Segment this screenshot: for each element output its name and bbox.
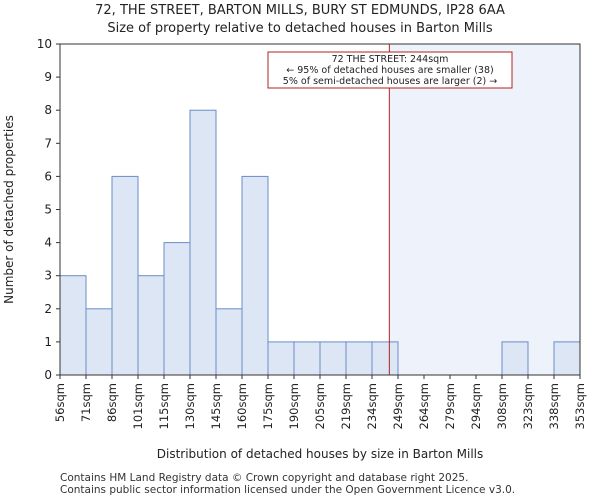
x-tick-label: 234sqm [365, 383, 379, 429]
x-tick-label: 175sqm [261, 383, 275, 429]
bar-219sqm [345, 341, 373, 376]
footer-line2: Contains public sector information licen… [60, 484, 516, 496]
bar-338sqm [553, 341, 581, 376]
x-tick-label: 145sqm [209, 383, 223, 429]
bar-145sqm [215, 308, 243, 376]
annotation-line3: 5% of semi-detached houses are larger (2… [283, 76, 497, 87]
bar-130sqm [189, 109, 217, 376]
bar-56sqm [59, 275, 87, 376]
x-tick-label: 101sqm [131, 383, 145, 429]
x-tick-label: 308sqm [495, 383, 509, 429]
x-tick-label: 56sqm [53, 383, 67, 422]
x-tick-label: 115sqm [157, 383, 171, 429]
right-shaded-region [389, 44, 580, 375]
footer-line1: Contains HM Land Registry data © Crown c… [60, 472, 469, 484]
x-tick-label: 323sqm [521, 383, 535, 429]
x-tick-label: 71sqm [79, 383, 93, 422]
bar-71sqm [85, 308, 113, 376]
bar-190sqm [293, 341, 321, 376]
y-tick-label: 4 [44, 236, 52, 250]
chart-title-line2: Size of property relative to detached ho… [107, 21, 493, 36]
x-tick-label: 219sqm [339, 383, 353, 429]
chart-title-line1: 72, THE STREET, BARTON MILLS, BURY ST ED… [95, 3, 505, 18]
footer: Contains HM Land Registry data © Crown c… [60, 472, 515, 496]
x-tick-label: 353sqm [573, 383, 587, 429]
x-tick-label: 130sqm [183, 383, 197, 429]
bar-86sqm [111, 175, 139, 376]
y-tick-label: 7 [44, 136, 52, 150]
y-tick-label: 10 [37, 37, 52, 51]
y-tick-label: 9 [44, 70, 52, 84]
plot-frame [59, 43, 581, 376]
x-tick-label: 249sqm [391, 383, 405, 429]
x-tick-label: 160sqm [235, 383, 249, 429]
x-axis-label: Distribution of detached houses by size … [157, 447, 484, 461]
bar-234sqm [371, 341, 399, 376]
bar-115sqm [163, 242, 191, 376]
bar-205sqm [319, 341, 347, 376]
x-ticks-group: 56sqm 71sqm 86sqm 101sqm 115sqm 130sqm 145sqm 1… [53, 375, 587, 429]
annotation-line2: ← 95% of detached houses are smaller (38… [286, 65, 493, 76]
y-axis-label: Number of detached properties [2, 115, 16, 304]
bar-308sqm [501, 341, 529, 376]
x-tick-label: 86sqm [105, 383, 119, 422]
x-tick-label: 264sqm [417, 383, 431, 429]
bars-group [59, 109, 581, 376]
x-tick-label: 294sqm [469, 383, 483, 429]
y-tick-label: 2 [44, 302, 52, 316]
y-tick-label: 0 [44, 368, 52, 382]
x-tick-label: 190sqm [287, 383, 301, 429]
x-tick-label: 279sqm [443, 383, 457, 429]
y-tick-label: 3 [44, 269, 52, 283]
annotation-box [267, 51, 513, 89]
y-tick-label: 5 [44, 203, 52, 217]
annotation-line1: 72 THE STREET: 244sqm [332, 54, 449, 65]
x-tick-label: 338sqm [547, 383, 561, 429]
y-ticks-group: 0 1 2 3 4 5 6 7 8 9 10 [37, 37, 60, 382]
bar-175sqm [267, 341, 295, 376]
bar-160sqm [241, 175, 269, 376]
x-tick-label: 205sqm [313, 383, 327, 429]
bar-101sqm [137, 275, 165, 376]
chart-title: 72, THE STREET, BARTON MILLS, BURY ST ED… [0, 2, 600, 38]
y-tick-label: 1 [44, 335, 52, 349]
y-tick-label: 8 [44, 103, 52, 117]
y-tick-label: 6 [44, 169, 52, 183]
